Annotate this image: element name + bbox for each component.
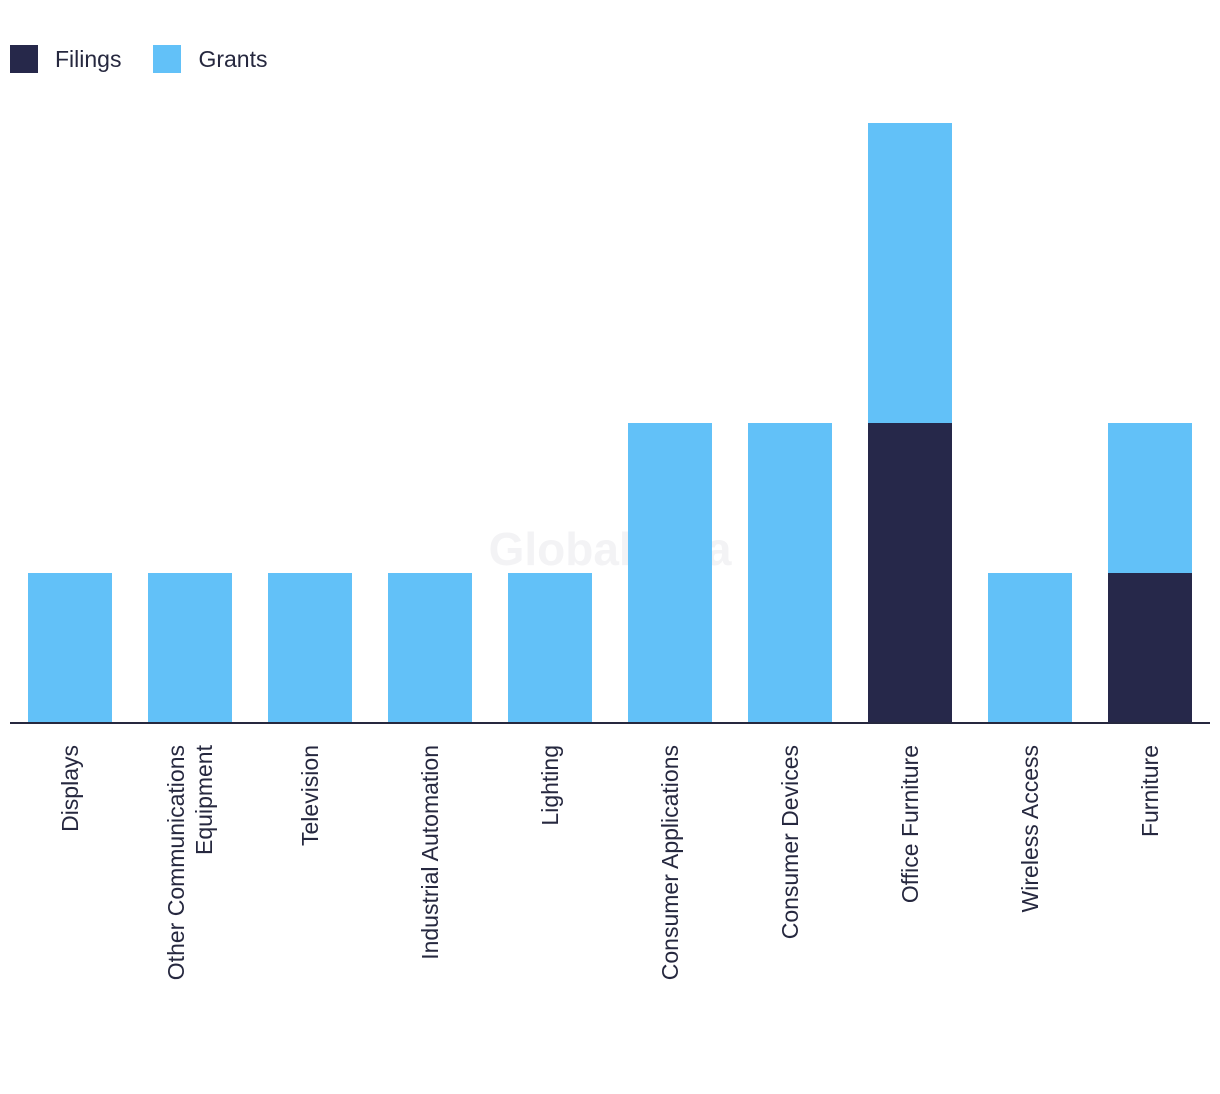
legend-item-filings[interactable]: Filings: [10, 45, 121, 73]
legend-label-filings: Filings: [55, 45, 122, 72]
bar-grants-4[interactable]: [508, 573, 592, 723]
bars-group: [28, 123, 1192, 723]
bar-filings-9[interactable]: [1108, 573, 1192, 723]
x-tick-label-6: Consumer Devices: [777, 745, 803, 939]
x-tick-label-line: Equipment: [191, 744, 217, 855]
bar-filings-7[interactable]: [868, 423, 952, 723]
bar-grants-7[interactable]: [868, 123, 952, 423]
bar-grants-9[interactable]: [1108, 423, 1192, 573]
legend-label-grants: Grants: [198, 45, 268, 72]
x-tick-label-2: Television: [297, 745, 323, 846]
x-tick-label-1: Other CommunicationsEquipment: [163, 744, 217, 980]
bar-grants-5[interactable]: [628, 423, 712, 723]
x-tick-label-line: Displays: [57, 745, 83, 832]
x-tick-label-line: Industrial Automation: [417, 745, 443, 960]
x-tick-label-line: Consumer Devices: [777, 745, 803, 939]
x-tick-label-9: Furniture: [1137, 745, 1163, 837]
legend-swatch-filings: [10, 45, 38, 73]
bar-grants-2[interactable]: [268, 573, 352, 723]
x-tick-label-5: Consumer Applications: [657, 745, 683, 980]
x-tick-labels: Displays Other CommunicationsEquipment Tel…: [57, 744, 1163, 980]
chart-legend: Filings Grants: [10, 44, 300, 74]
x-tick-label-line: Wireless Access: [1017, 745, 1043, 912]
x-tick-label-line: Office Furniture: [897, 745, 923, 903]
x-tick-label-0: Displays: [57, 745, 83, 832]
x-tick-label-line: Other Communications: [163, 745, 189, 980]
bar-grants-0[interactable]: [28, 573, 112, 723]
bar-grants-1[interactable]: [148, 573, 232, 723]
x-tick-label-line: Consumer Applications: [657, 745, 683, 980]
legend-swatch-grants: [153, 45, 182, 73]
x-tick-label-line: Lighting: [537, 745, 563, 826]
x-tick-label-line: Television: [297, 745, 323, 846]
legend-item-grants[interactable]: Grants: [153, 45, 268, 73]
x-tick-label-line: Furniture: [1137, 745, 1163, 837]
x-tick-label-8: Wireless Access: [1017, 745, 1043, 912]
x-tick-label-7: Office Furniture: [897, 745, 923, 903]
x-tick-label-4: Lighting: [537, 745, 563, 826]
x-tick-label-3: Industrial Automation: [417, 745, 443, 960]
bar-grants-6[interactable]: [748, 423, 832, 723]
bar-grants-8[interactable]: [988, 573, 1072, 723]
bar-grants-3[interactable]: [388, 573, 472, 723]
